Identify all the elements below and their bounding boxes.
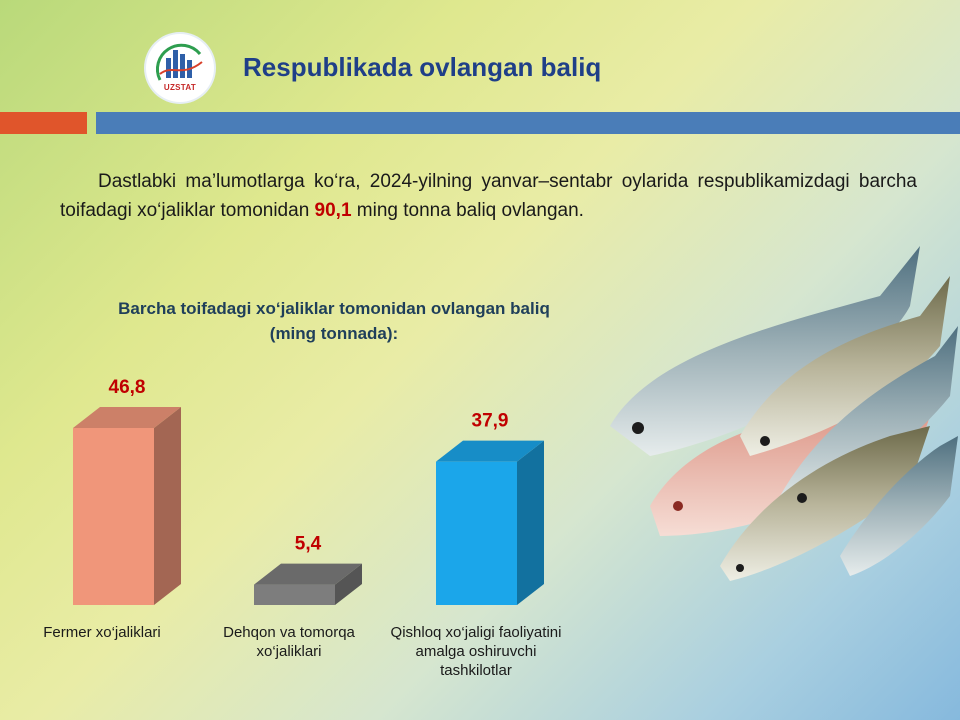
intro-text-before: Dastlabki ma’lumotlarga ko‘ra, 2024-yiln… xyxy=(60,171,917,221)
bar-side-1 xyxy=(154,407,181,605)
intro-highlight: 90,1 xyxy=(314,200,352,221)
bar-front-2 xyxy=(254,584,335,605)
chart-title-line1: Barcha toifadagi xo‘jaliklar tomonidan o… xyxy=(118,299,550,318)
blue-divider xyxy=(96,112,960,134)
bar-1 xyxy=(73,407,181,605)
bar-top-2 xyxy=(254,563,362,585)
value-label-1: 46,8 xyxy=(109,377,146,398)
bar-front-3 xyxy=(436,461,517,605)
value-label-2: 5,4 xyxy=(295,534,322,555)
uzstat-logo-icon xyxy=(155,43,203,81)
bar-side-3 xyxy=(517,440,544,605)
orange-divider xyxy=(0,112,87,134)
bar-top-3 xyxy=(436,440,544,462)
chart-title-line2: (ming tonnada): xyxy=(269,324,399,343)
bar-2 xyxy=(254,563,362,605)
bar-3 xyxy=(436,440,544,605)
intro-paragraph: Dastlabki ma’lumotlarga ko‘ra, 2024-yiln… xyxy=(60,167,917,225)
category-label-1: Fermer xo‘jaliklari xyxy=(43,624,161,641)
uzstat-logo: UZSTAT xyxy=(146,34,214,102)
logo-text: UZSTAT xyxy=(163,83,197,92)
value-label-3: 37,9 xyxy=(472,411,509,432)
category-label-2: Dehqon va tomorqa xo‘jaliklari xyxy=(223,624,355,660)
category-label-3: Qishloq xo‘jaligi faoliyatini amalga osh… xyxy=(390,624,562,679)
bar-side-2 xyxy=(335,563,362,605)
intro-text-after: ming tonna baliq ovlangan. xyxy=(351,200,584,221)
page-title: Respublikada ovlangan baliq xyxy=(243,52,602,82)
bar-front-1 xyxy=(73,428,154,605)
fish-photo xyxy=(610,246,958,581)
bar-top-1 xyxy=(73,407,181,428)
chart-title: Barcha toifadagi xo‘jaliklar tomonidan o… xyxy=(34,296,634,346)
